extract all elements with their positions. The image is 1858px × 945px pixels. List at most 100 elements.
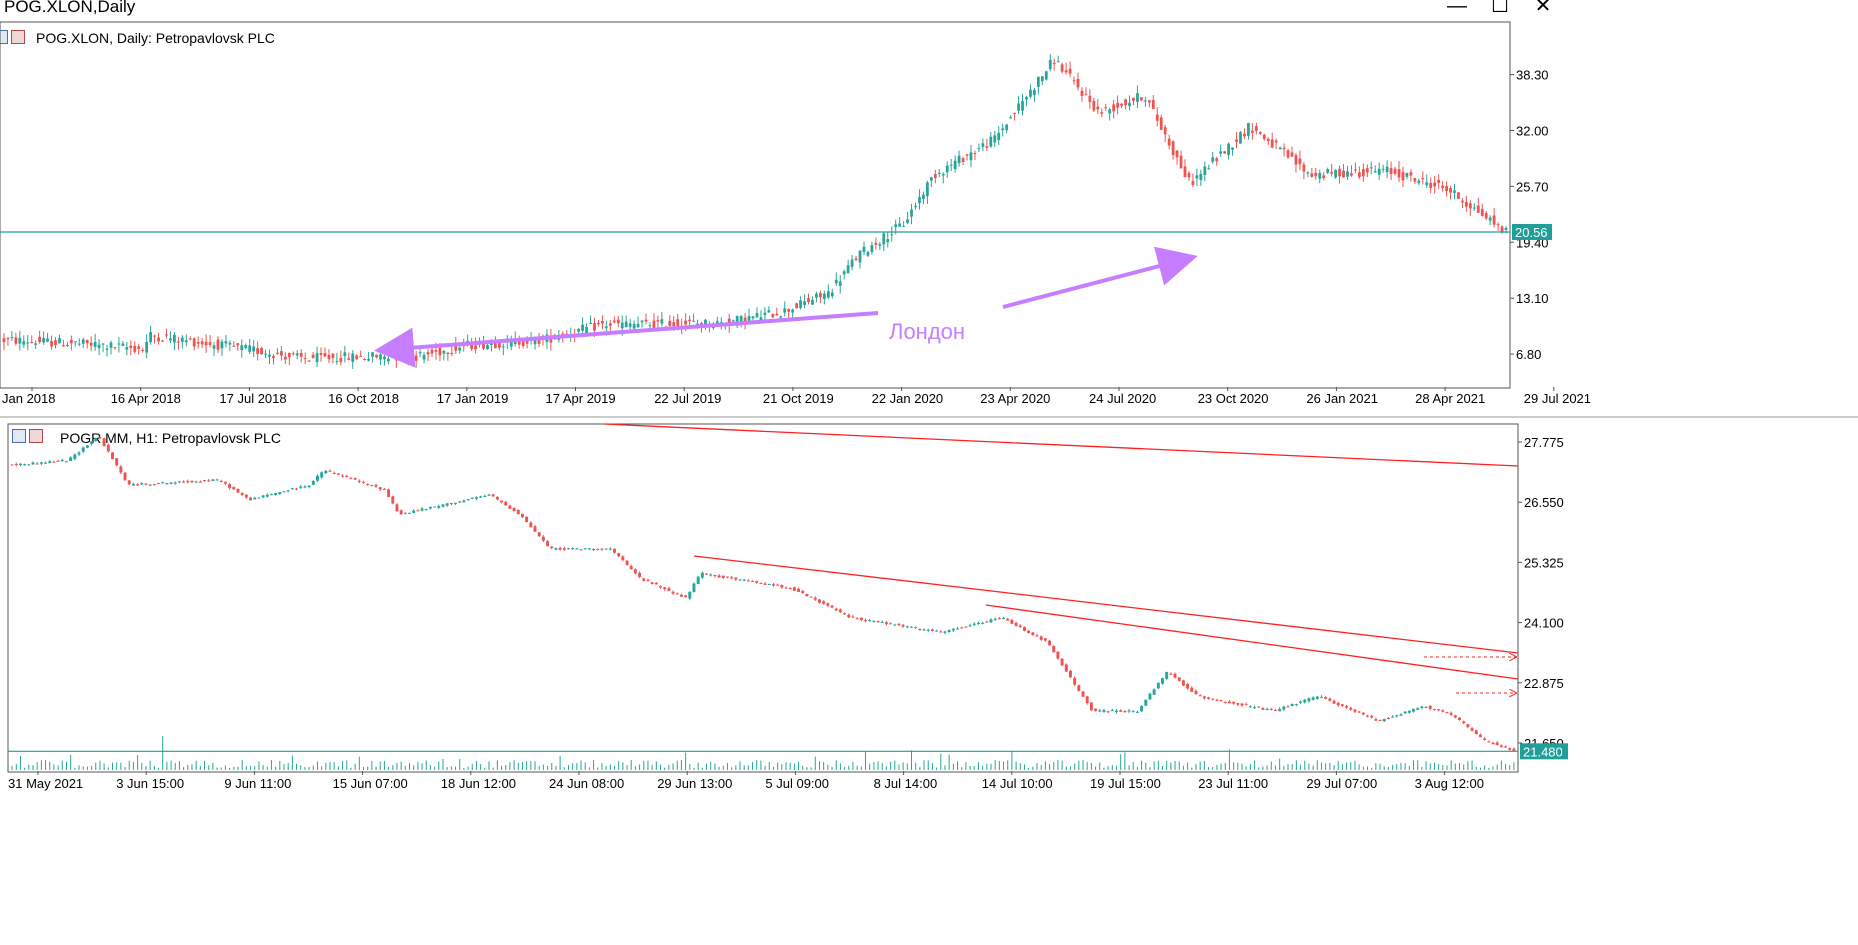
candle-body (1433, 182, 1437, 187)
y-tick-label: 6.80 (1516, 347, 1541, 362)
candle-body (508, 505, 512, 509)
candle-body (252, 346, 256, 352)
candle-body (1373, 171, 1377, 173)
candle-body (1088, 95, 1092, 102)
candle-body (613, 548, 616, 553)
candle-body (516, 509, 520, 515)
candle-body (1294, 155, 1298, 165)
candle-body (759, 583, 763, 585)
x-tick-label: 28 Apr 2021 (1415, 391, 1485, 406)
candle-body (2, 338, 6, 343)
chart-overlays: Лондон (374, 246, 1519, 693)
candle-body (236, 488, 240, 493)
candle-body (1306, 172, 1310, 174)
candle-body (339, 358, 343, 362)
candle-body (945, 165, 949, 173)
candle-body (10, 464, 14, 466)
x-tick-label: 24 Jun 08:00 (549, 776, 624, 791)
candle-body (801, 590, 805, 593)
candle-body (593, 323, 596, 331)
candle-body (621, 556, 625, 561)
x-tick-label: 9 Jun 11:00 (224, 776, 291, 791)
candle-body (1458, 717, 1461, 720)
candle-body (914, 627, 918, 629)
candle-body (692, 320, 695, 322)
candle-body (1480, 208, 1484, 216)
candle-body (1382, 719, 1386, 722)
x-tick-label: 29 Jul 2021 (1524, 391, 1591, 406)
candle-body (1318, 172, 1322, 179)
chart1-indicator-icon[interactable] (11, 30, 25, 44)
candle-body (445, 503, 449, 506)
candle-body (654, 582, 658, 585)
x-tick-label: 29 Jul 07:00 (1306, 776, 1377, 791)
candle-body (1021, 101, 1024, 111)
candle-body (343, 352, 347, 357)
candle-body (882, 233, 886, 245)
candle-body (244, 494, 248, 498)
candle-body (113, 347, 117, 349)
candle-body (196, 342, 200, 344)
candle-body (922, 194, 925, 199)
candle-body (846, 265, 850, 274)
candle-body (153, 335, 156, 337)
candle-body (713, 574, 717, 577)
candle-body (868, 620, 872, 622)
chart2-properties-icon[interactable] (12, 429, 26, 443)
candle-body (581, 324, 584, 331)
candle-body (632, 324, 636, 329)
candle-body (969, 152, 973, 161)
chart2-indicator-icon[interactable] (29, 429, 43, 443)
candle-body (1052, 63, 1056, 65)
candle-body (512, 507, 516, 512)
candle-body (137, 346, 141, 349)
close-button[interactable]: ✕ (1534, 0, 1552, 17)
current-price-label: 20.56 (1515, 225, 1548, 240)
candle-body (692, 583, 696, 592)
candle-body (525, 516, 529, 523)
candle-body (830, 605, 834, 608)
annotation-label: Лондон (889, 319, 965, 344)
candle-body (1018, 625, 1022, 628)
candle-body (382, 488, 386, 490)
candle-body (612, 320, 616, 323)
candle-body (826, 291, 830, 298)
maximize-button[interactable]: ☐ (1491, 0, 1509, 17)
candle-body (442, 350, 446, 354)
candle-body (1084, 94, 1088, 96)
candle-body (66, 345, 69, 347)
candle-body (105, 348, 109, 350)
candle-body (1171, 141, 1175, 156)
x-tick-label: 3 Jun 15:00 (116, 776, 184, 791)
candle-body (249, 497, 253, 501)
candle-body (269, 494, 273, 496)
candle-body (450, 353, 454, 355)
candle-body (336, 473, 340, 475)
candle-body (993, 618, 997, 621)
candle-body (190, 480, 194, 483)
x-tick-label: 17 Apr 2019 (546, 391, 616, 406)
candle-body (311, 354, 315, 359)
candle-body (1389, 168, 1393, 175)
x-tick-label: 23 Oct 2020 (1198, 391, 1269, 406)
candle-body (675, 593, 679, 595)
candle-body (414, 355, 418, 361)
candle-body (363, 359, 367, 361)
candle-body (228, 342, 232, 345)
candle-body (34, 343, 38, 345)
candle-body (1211, 157, 1215, 162)
minimize-button[interactable]: — (1447, 0, 1467, 17)
candle-body (1395, 715, 1399, 717)
candle-body (717, 575, 721, 578)
candle-body (1286, 706, 1290, 708)
candle-body (918, 628, 922, 630)
candle-body (1474, 730, 1478, 735)
candle-body (776, 584, 780, 586)
candle-body (182, 481, 186, 483)
candle-body (1244, 704, 1248, 706)
candle-body (1017, 103, 1020, 111)
candle-body (1345, 705, 1349, 708)
chart1-properties-icon[interactable] (0, 30, 8, 44)
candle-body (902, 225, 906, 227)
candle-body (1005, 124, 1009, 131)
